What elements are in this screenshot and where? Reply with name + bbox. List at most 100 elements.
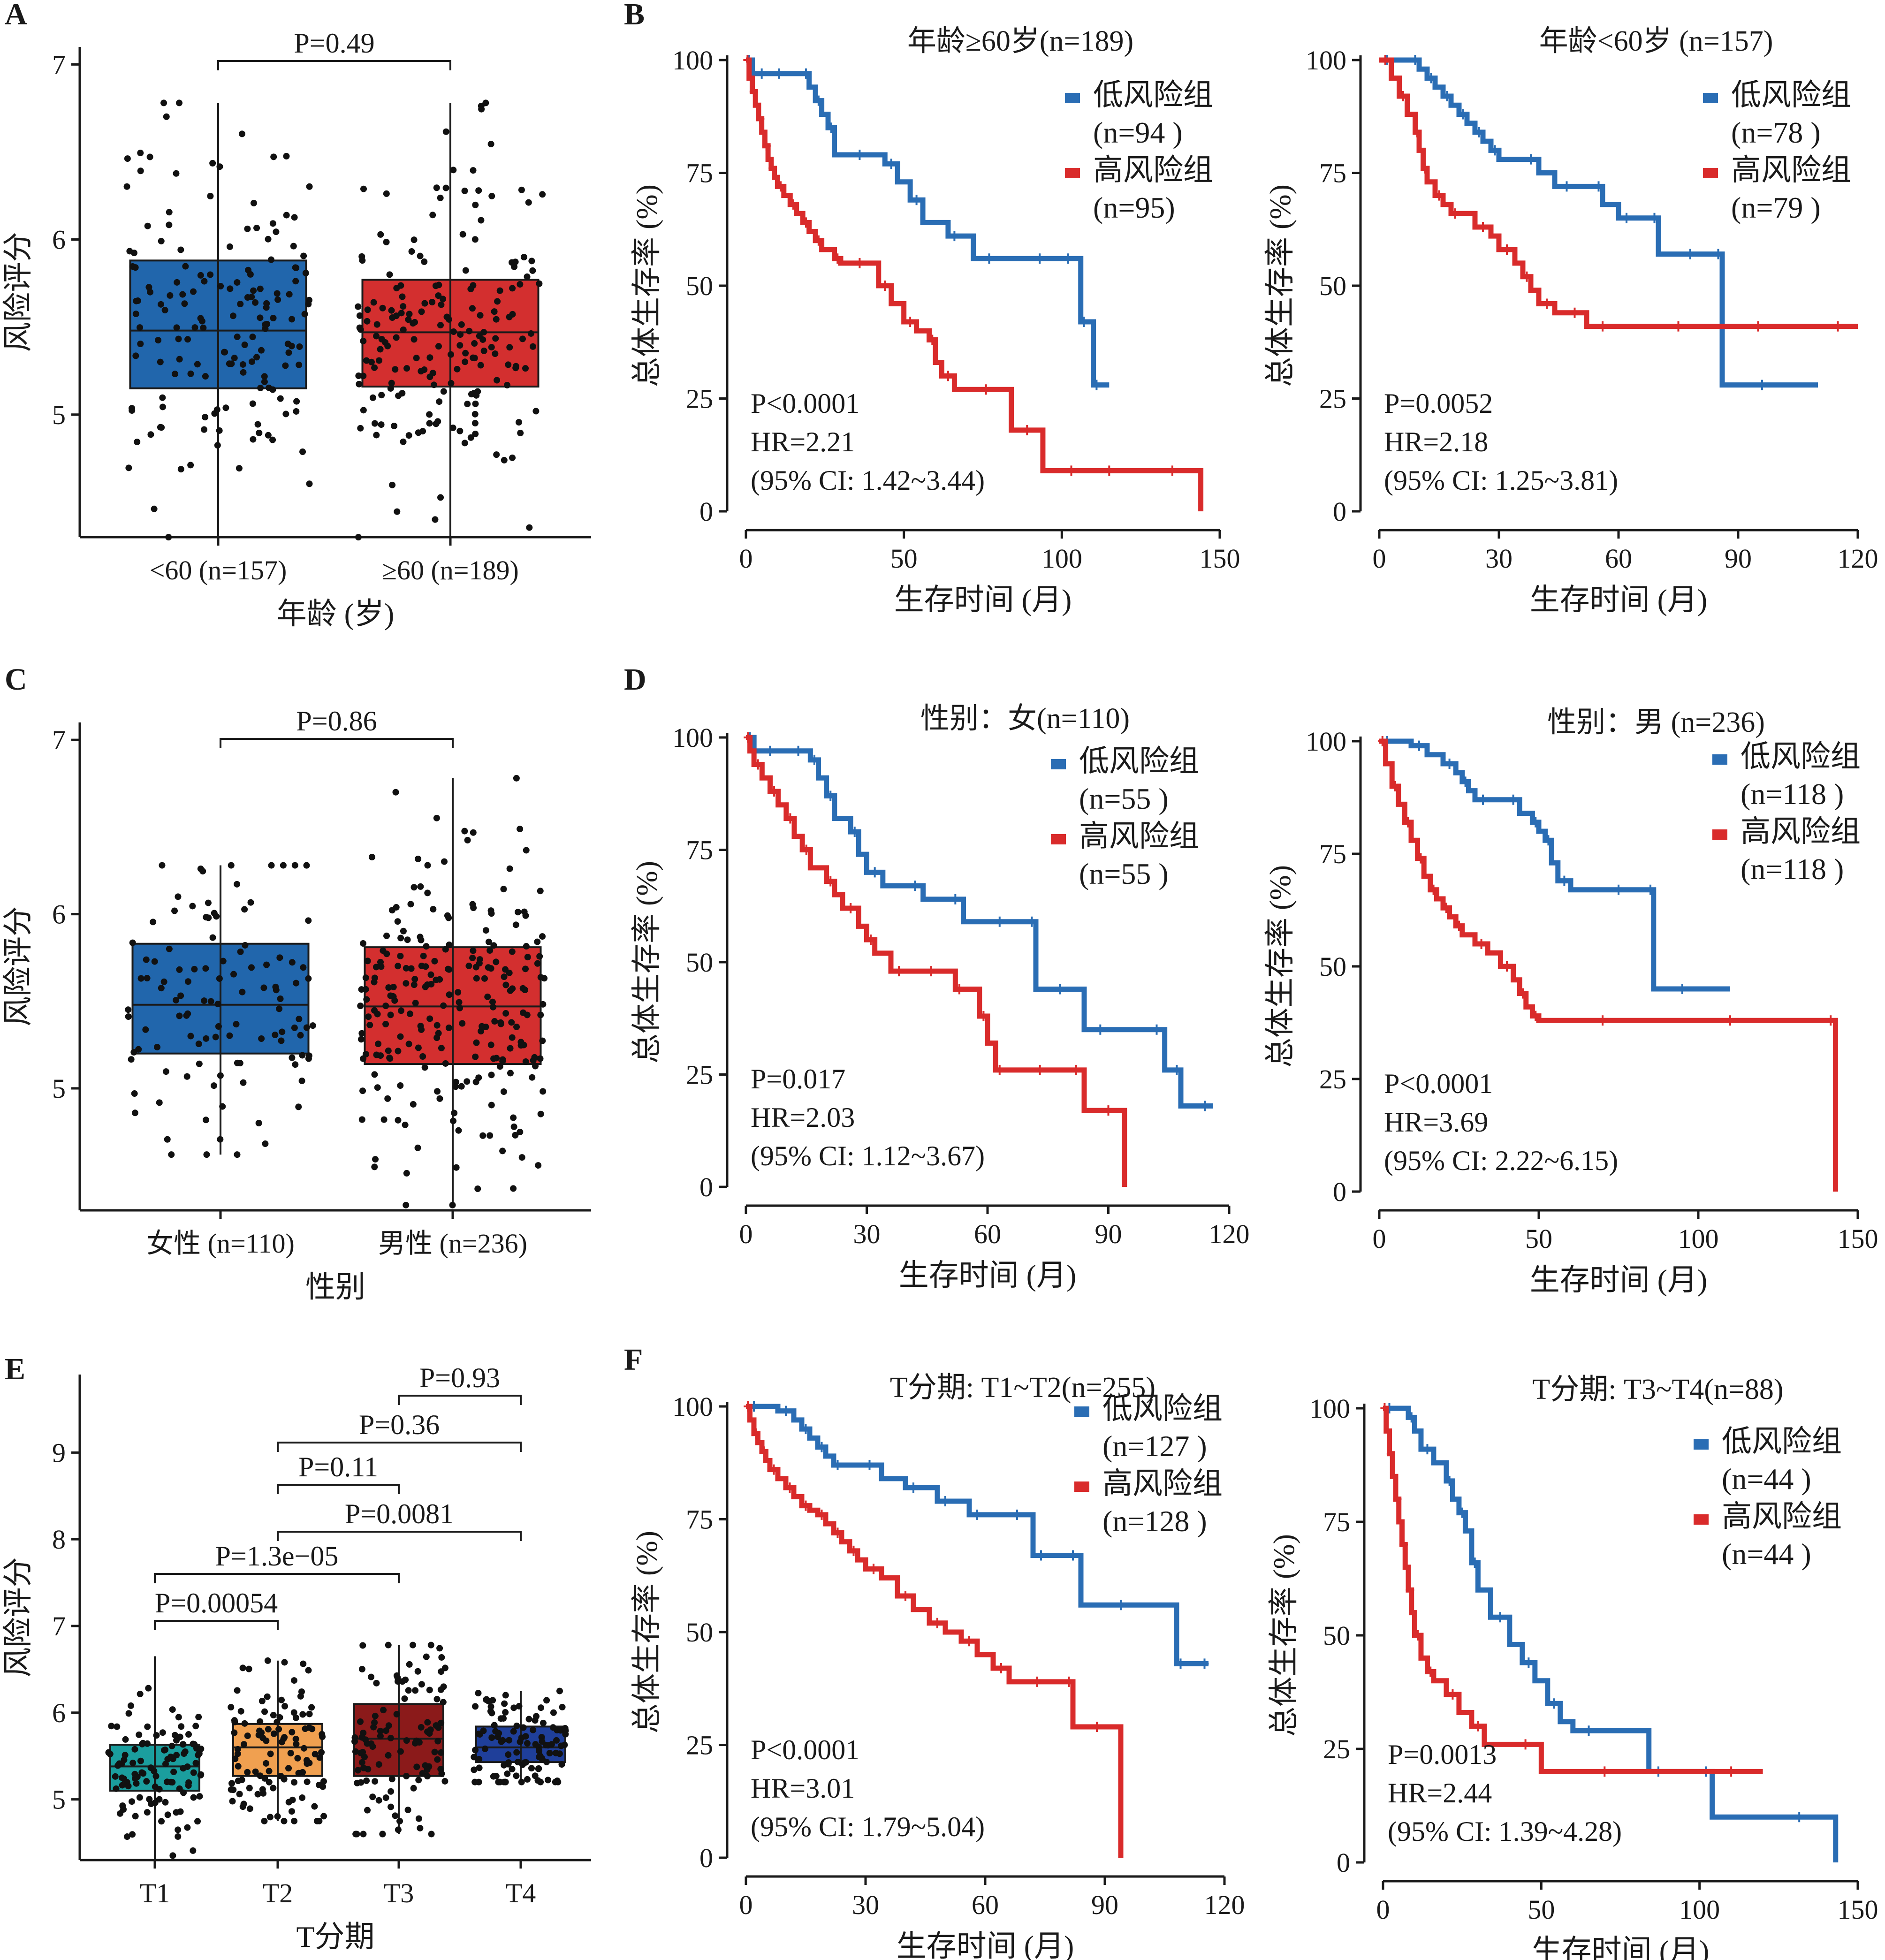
data-point <box>510 1114 517 1121</box>
data-point <box>492 350 499 357</box>
data-point <box>143 956 150 963</box>
data-point <box>268 256 275 263</box>
data-point <box>369 1743 376 1750</box>
y-tick-label: 5 <box>52 400 66 430</box>
data-point <box>239 361 246 368</box>
data-point <box>504 1770 511 1777</box>
data-point <box>274 1718 281 1725</box>
data-point <box>432 282 439 289</box>
data-point <box>512 1132 519 1139</box>
x-tick-label: 90 <box>1725 543 1752 574</box>
censor-mark <box>928 334 937 345</box>
data-point <box>274 290 281 297</box>
data-point <box>158 237 165 244</box>
data-point <box>440 388 447 395</box>
data-point <box>535 1162 542 1169</box>
data-point <box>493 1055 500 1062</box>
data-point <box>173 324 180 331</box>
data-point <box>388 907 395 914</box>
data-point <box>129 1831 136 1838</box>
y-tick-label: 50 <box>1323 1620 1350 1651</box>
stat-text: HR=2.03 <box>751 1102 855 1133</box>
y-tick-label: 25 <box>1319 384 1346 414</box>
data-point <box>513 1722 520 1729</box>
data-point <box>373 333 380 340</box>
data-point <box>364 306 371 313</box>
data-point <box>272 983 279 990</box>
data-point <box>395 1048 402 1055</box>
data-point <box>380 947 387 954</box>
data-point <box>426 1015 433 1022</box>
data-point <box>382 1003 389 1010</box>
data-point <box>358 1759 365 1766</box>
data-point <box>537 1055 544 1062</box>
x-tick-label: 100 <box>1041 543 1082 574</box>
censor-mark <box>1448 1689 1457 1700</box>
data-point <box>464 1078 471 1085</box>
data-point <box>278 1739 285 1746</box>
data-point <box>171 907 178 914</box>
y-tick-label: 100 <box>1309 1393 1350 1424</box>
data-point <box>387 385 394 392</box>
censor-mark <box>1490 145 1499 156</box>
censor-mark <box>794 745 803 756</box>
data-point <box>388 307 395 314</box>
data-point <box>539 1037 546 1044</box>
legend-label: 低风险组 <box>1731 78 1851 112</box>
data-point <box>242 942 249 949</box>
data-point <box>187 1033 194 1040</box>
data-point <box>357 1779 365 1786</box>
data-point <box>264 1693 271 1700</box>
censor-mark <box>1386 1448 1395 1459</box>
censor-mark <box>1064 1676 1073 1687</box>
survival-curve <box>1379 738 1730 992</box>
data-point <box>397 1748 404 1755</box>
data-point <box>257 314 264 321</box>
data-point <box>394 918 401 925</box>
data-point <box>400 927 407 934</box>
data-point <box>269 386 276 393</box>
data-point <box>221 349 228 356</box>
data-point <box>174 279 181 286</box>
censor-mark <box>995 1064 1004 1075</box>
data-point <box>399 293 406 300</box>
legend-swatch <box>1074 1481 1089 1492</box>
data-point <box>403 365 410 372</box>
data-point <box>393 1711 400 1718</box>
data-point <box>234 1687 241 1694</box>
data-point <box>292 1061 299 1068</box>
legend-label: 低风险组 <box>1741 740 1861 773</box>
data-point <box>145 284 152 291</box>
y-tick-label: 50 <box>1319 951 1346 982</box>
data-point <box>411 319 418 326</box>
data-point <box>524 954 531 961</box>
data-point <box>132 352 139 359</box>
data-point <box>372 964 380 971</box>
data-point <box>472 1747 479 1754</box>
data-point <box>257 385 264 392</box>
data-point <box>254 421 261 428</box>
data-point <box>132 264 139 271</box>
censor-mark <box>801 68 810 79</box>
x-tick-label: 120 <box>1204 1890 1245 1920</box>
data-point <box>305 1667 312 1674</box>
data-point <box>228 1780 236 1787</box>
data-point <box>471 236 479 243</box>
data-point <box>306 480 313 487</box>
data-point <box>226 1032 233 1039</box>
data-point <box>450 1117 457 1124</box>
comparison-bracket <box>220 738 454 748</box>
legend-label: 低风险组 <box>1093 78 1213 112</box>
censor-mark <box>1458 1507 1467 1518</box>
data-point <box>416 1739 423 1746</box>
data-point <box>531 1054 538 1061</box>
data-point <box>532 1741 539 1748</box>
data-point <box>129 407 136 414</box>
censor-mark <box>826 790 835 801</box>
data-point <box>446 991 453 998</box>
data-point <box>501 456 508 463</box>
data-point <box>306 1724 313 1731</box>
data-point <box>270 1711 277 1718</box>
data-point <box>481 1745 488 1752</box>
data-point <box>234 881 241 888</box>
